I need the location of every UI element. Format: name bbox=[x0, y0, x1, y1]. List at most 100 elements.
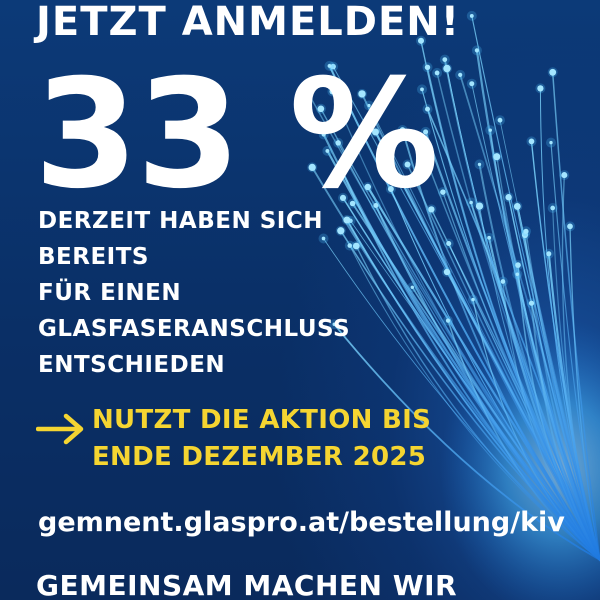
fiber-tip-glow bbox=[468, 294, 478, 305]
fiber-tip-glow bbox=[512, 201, 523, 212]
fiber-tip-glow bbox=[370, 200, 381, 211]
fiber-tip-glow bbox=[526, 298, 537, 309]
fiber-tip-glow bbox=[417, 84, 427, 95]
fiber-tip bbox=[304, 89, 313, 97]
fiber-tip-glow bbox=[397, 125, 408, 135]
fiber-tip-glow bbox=[512, 269, 523, 280]
fiber-tip-glow bbox=[432, 67, 443, 78]
fiber-tip bbox=[493, 153, 501, 161]
fiber-tip bbox=[469, 81, 475, 87]
fiber-strand bbox=[525, 230, 600, 561]
fiber-strand bbox=[470, 201, 600, 561]
headline: JETZT ANMELDEN! bbox=[36, 0, 461, 45]
fiber-tip bbox=[515, 262, 521, 268]
fiber-tip bbox=[404, 161, 411, 168]
fiber-tip-glow bbox=[327, 86, 338, 97]
arrow-right-icon bbox=[36, 413, 84, 445]
fiber-tip bbox=[373, 203, 379, 208]
fiber-tip-glow bbox=[426, 204, 437, 215]
fiber-tip bbox=[425, 106, 430, 112]
order-url[interactable]: gemnent.glaspro.at/bestellung/kiv bbox=[38, 507, 565, 538]
fiber-strand bbox=[552, 207, 600, 561]
fiber-tip bbox=[469, 200, 473, 205]
fiber-tip bbox=[335, 140, 341, 146]
fiber-strand bbox=[569, 225, 600, 561]
fiber-tip bbox=[329, 88, 336, 95]
fiber-tip-glow bbox=[328, 61, 339, 72]
fiber-tip bbox=[321, 132, 326, 137]
fiber-tip-glow bbox=[307, 162, 318, 173]
description-line: BEREITS bbox=[38, 244, 149, 270]
fiber-tip bbox=[428, 206, 435, 213]
fiber-tip-glow bbox=[547, 203, 558, 213]
fiber-tip-glow bbox=[420, 153, 431, 163]
fiber-tip-glow bbox=[466, 78, 477, 89]
fiber-tip bbox=[445, 318, 451, 323]
fiber-tip bbox=[347, 243, 353, 248]
fiber-tip-glow bbox=[466, 10, 477, 21]
fiber-tip-glow bbox=[442, 63, 452, 74]
fiber-tip bbox=[399, 127, 406, 133]
fiber-tip-glow bbox=[362, 182, 373, 192]
fiber-tip bbox=[458, 72, 463, 77]
fiber-tip bbox=[308, 163, 316, 172]
fiber-tip-glow bbox=[455, 69, 466, 80]
fiber-tip-glow bbox=[322, 145, 333, 156]
fiber-tip bbox=[420, 87, 424, 92]
fiber-tip bbox=[424, 64, 431, 71]
fiber-strand bbox=[472, 298, 600, 561]
fiber-strand bbox=[355, 245, 600, 561]
fiber-tip-glow bbox=[546, 137, 556, 148]
fiber-tip-glow bbox=[357, 88, 367, 99]
fiber-tip bbox=[358, 90, 366, 98]
fiber-tip-glow bbox=[351, 241, 362, 251]
description-line: DERZEIT HABEN SICH bbox=[38, 208, 323, 234]
fiber-tip bbox=[332, 322, 337, 327]
fiber-tip-glow bbox=[407, 282, 418, 293]
fiber-tip-glow bbox=[422, 62, 433, 73]
fiber-tip-glow bbox=[526, 136, 537, 147]
fiber-tip bbox=[561, 172, 568, 179]
fiber-tip bbox=[349, 200, 356, 207]
fiber-tip-glow bbox=[547, 67, 558, 78]
cta-line: NUTZT DIE AKTION BIS bbox=[92, 405, 432, 435]
fiber-tip-glow bbox=[338, 192, 348, 203]
fiber-tip-glow bbox=[437, 187, 448, 198]
fiber-tip bbox=[440, 189, 446, 195]
fiber-tip-glow bbox=[513, 260, 523, 271]
fiber-tip bbox=[372, 128, 379, 136]
fiber-tip-glow bbox=[344, 240, 355, 251]
fiber-tip-glow bbox=[335, 225, 346, 236]
fiber-tip bbox=[327, 63, 332, 68]
fiber-tip bbox=[475, 202, 484, 210]
fiber-tip bbox=[321, 236, 326, 241]
fiber-tip-glow bbox=[485, 125, 496, 136]
cta-text: NUTZT DIE AKTION BIS ENDE DEZEMBER 2025 bbox=[92, 402, 431, 476]
fiber-tip-glow bbox=[503, 192, 514, 203]
description-line: ENTSCHIEDEN bbox=[38, 352, 226, 378]
fiber-tip bbox=[497, 117, 503, 123]
fiber-tip bbox=[367, 103, 371, 108]
description-line: GLASFASERANSCHLUSS bbox=[38, 316, 351, 342]
fiber-tip bbox=[537, 85, 544, 92]
fiber-tip-glow bbox=[347, 198, 358, 209]
fiber-tip-glow bbox=[442, 267, 452, 277]
fiber-strand bbox=[436, 72, 600, 561]
fiber-tip bbox=[325, 148, 330, 153]
fiber-tip bbox=[339, 194, 347, 201]
fiber-tip-glow bbox=[336, 163, 347, 174]
fiber-tip-glow bbox=[315, 103, 326, 114]
fiber-tip bbox=[528, 300, 535, 306]
fiber-tip bbox=[471, 297, 475, 302]
fiber-tip-glow bbox=[443, 238, 454, 249]
fiber-tip bbox=[528, 138, 535, 145]
fiber-strand bbox=[349, 245, 600, 561]
fiber-tip bbox=[500, 279, 506, 284]
fiber-tip bbox=[515, 272, 520, 277]
fiber-tip bbox=[417, 37, 425, 44]
fiber-tip-glow bbox=[495, 115, 505, 126]
cta-line: ENDE DEZEMBER 2025 bbox=[92, 442, 427, 472]
fiber-tip-glow bbox=[474, 159, 485, 170]
fiber-tip-glow bbox=[497, 276, 508, 287]
fiber-tip-glow bbox=[443, 315, 453, 326]
